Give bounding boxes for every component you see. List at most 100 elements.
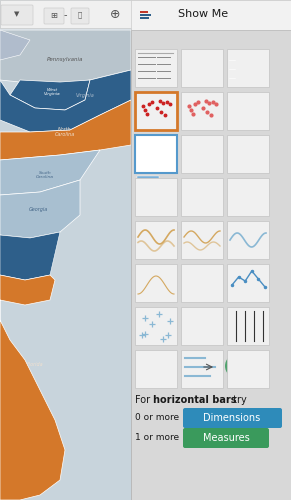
Circle shape [225, 354, 249, 378]
FancyBboxPatch shape [138, 363, 144, 368]
Text: ⬛: ⬛ [78, 12, 82, 18]
FancyBboxPatch shape [193, 75, 199, 81]
Text: Measures: Measures [203, 433, 249, 443]
FancyBboxPatch shape [183, 408, 282, 428]
Polygon shape [186, 100, 199, 115]
FancyBboxPatch shape [137, 176, 159, 179]
Circle shape [253, 364, 265, 376]
Polygon shape [157, 98, 165, 106]
FancyBboxPatch shape [183, 336, 187, 342]
FancyBboxPatch shape [242, 156, 247, 170]
FancyBboxPatch shape [193, 57, 199, 63]
FancyBboxPatch shape [181, 135, 223, 173]
Text: South
Carolina: South Carolina [36, 170, 54, 179]
Polygon shape [0, 30, 30, 60]
FancyBboxPatch shape [162, 355, 172, 360]
FancyBboxPatch shape [181, 221, 223, 259]
FancyBboxPatch shape [254, 160, 259, 170]
Text: North
Carolina: North Carolina [55, 126, 75, 138]
Wedge shape [248, 98, 261, 111]
FancyBboxPatch shape [238, 74, 246, 82]
FancyBboxPatch shape [202, 150, 207, 170]
FancyBboxPatch shape [227, 264, 269, 302]
Polygon shape [0, 180, 80, 238]
FancyBboxPatch shape [135, 178, 177, 216]
Polygon shape [0, 30, 131, 85]
FancyBboxPatch shape [233, 321, 239, 333]
FancyBboxPatch shape [190, 154, 195, 170]
Text: ▼: ▼ [14, 11, 20, 17]
Polygon shape [203, 98, 211, 106]
FancyBboxPatch shape [138, 379, 144, 384]
FancyBboxPatch shape [137, 180, 159, 214]
FancyBboxPatch shape [181, 307, 223, 345]
FancyBboxPatch shape [248, 271, 253, 299]
FancyBboxPatch shape [138, 355, 144, 360]
Text: Georgia: Georgia [29, 208, 48, 212]
Text: ⊞: ⊞ [51, 10, 58, 20]
Text: Virginia: Virginia [76, 92, 94, 98]
FancyBboxPatch shape [211, 75, 217, 81]
FancyBboxPatch shape [140, 10, 148, 13]
FancyBboxPatch shape [135, 221, 177, 259]
FancyBboxPatch shape [184, 75, 190, 81]
FancyBboxPatch shape [0, 0, 131, 500]
FancyBboxPatch shape [1, 5, 33, 25]
FancyBboxPatch shape [150, 379, 158, 384]
FancyBboxPatch shape [184, 66, 190, 72]
FancyBboxPatch shape [188, 330, 192, 342]
FancyBboxPatch shape [248, 148, 253, 170]
Circle shape [259, 356, 267, 364]
Text: horizontal bars: horizontal bars [153, 395, 237, 405]
FancyBboxPatch shape [260, 150, 265, 170]
Text: Dimensions: Dimensions [203, 413, 261, 423]
FancyBboxPatch shape [135, 307, 177, 345]
FancyBboxPatch shape [227, 49, 269, 87]
FancyBboxPatch shape [140, 14, 151, 16]
FancyBboxPatch shape [247, 65, 255, 73]
FancyBboxPatch shape [139, 156, 159, 161]
FancyBboxPatch shape [260, 287, 265, 299]
FancyBboxPatch shape [238, 65, 246, 73]
Polygon shape [0, 100, 131, 160]
FancyBboxPatch shape [254, 279, 259, 299]
Polygon shape [0, 232, 60, 280]
FancyBboxPatch shape [256, 56, 264, 64]
Circle shape [244, 354, 260, 370]
FancyBboxPatch shape [247, 74, 255, 82]
FancyBboxPatch shape [238, 56, 246, 64]
Circle shape [238, 353, 248, 363]
FancyBboxPatch shape [183, 428, 269, 448]
FancyBboxPatch shape [150, 371, 158, 376]
FancyBboxPatch shape [247, 56, 255, 64]
FancyBboxPatch shape [150, 363, 158, 368]
FancyBboxPatch shape [193, 322, 197, 342]
Text: 1 or more: 1 or more [135, 434, 179, 442]
FancyBboxPatch shape [196, 142, 201, 170]
FancyBboxPatch shape [139, 148, 165, 153]
Text: Florida: Florida [27, 362, 43, 368]
FancyBboxPatch shape [135, 135, 177, 173]
FancyBboxPatch shape [162, 371, 172, 376]
FancyBboxPatch shape [160, 209, 175, 214]
FancyBboxPatch shape [160, 199, 175, 208]
FancyBboxPatch shape [227, 92, 269, 130]
FancyBboxPatch shape [227, 135, 269, 173]
FancyBboxPatch shape [230, 285, 235, 299]
Wedge shape [248, 111, 261, 121]
FancyBboxPatch shape [135, 92, 177, 130]
FancyBboxPatch shape [135, 264, 177, 302]
FancyBboxPatch shape [203, 320, 207, 342]
FancyBboxPatch shape [260, 317, 266, 325]
FancyBboxPatch shape [135, 350, 177, 388]
FancyBboxPatch shape [139, 140, 171, 145]
FancyBboxPatch shape [181, 350, 223, 388]
FancyBboxPatch shape [162, 379, 172, 384]
FancyBboxPatch shape [184, 148, 189, 170]
FancyBboxPatch shape [138, 371, 144, 376]
FancyBboxPatch shape [140, 16, 149, 19]
FancyBboxPatch shape [135, 49, 177, 87]
Text: try: try [230, 395, 247, 405]
FancyBboxPatch shape [198, 316, 202, 342]
FancyBboxPatch shape [184, 57, 190, 63]
